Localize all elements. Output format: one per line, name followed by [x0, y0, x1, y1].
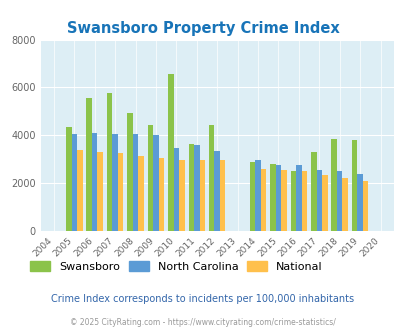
- Bar: [188, 144, 194, 231]
- Bar: [249, 162, 255, 231]
- Bar: [255, 160, 260, 231]
- Bar: [71, 134, 77, 231]
- Bar: [295, 165, 301, 231]
- Bar: [214, 151, 220, 231]
- Bar: [301, 171, 307, 231]
- Bar: [117, 153, 123, 231]
- Bar: [336, 171, 342, 231]
- Bar: [147, 124, 153, 231]
- Bar: [275, 165, 281, 231]
- Bar: [138, 156, 143, 231]
- Bar: [321, 175, 327, 231]
- Bar: [92, 133, 97, 231]
- Bar: [77, 150, 82, 231]
- Text: Crime Index corresponds to incidents per 100,000 inhabitants: Crime Index corresponds to incidents per…: [51, 294, 354, 304]
- Bar: [173, 148, 179, 231]
- Bar: [179, 160, 184, 231]
- Bar: [356, 174, 362, 231]
- Bar: [168, 74, 173, 231]
- Bar: [270, 164, 275, 231]
- Bar: [66, 127, 71, 231]
- Bar: [209, 124, 214, 231]
- Bar: [351, 140, 356, 231]
- Bar: [342, 178, 347, 231]
- Bar: [158, 158, 164, 231]
- Bar: [97, 152, 103, 231]
- Text: Swansboro Property Crime Index: Swansboro Property Crime Index: [66, 21, 339, 36]
- Bar: [260, 169, 266, 231]
- Bar: [281, 170, 286, 231]
- Legend: Swansboro, North Carolina, National: Swansboro, North Carolina, National: [26, 257, 326, 277]
- Bar: [112, 134, 117, 231]
- Bar: [290, 171, 295, 231]
- Bar: [330, 139, 336, 231]
- Bar: [86, 98, 92, 231]
- Bar: [199, 160, 205, 231]
- Bar: [132, 134, 138, 231]
- Bar: [316, 170, 321, 231]
- Bar: [194, 145, 199, 231]
- Bar: [153, 135, 158, 231]
- Bar: [107, 93, 112, 231]
- Bar: [220, 160, 225, 231]
- Bar: [310, 152, 316, 231]
- Bar: [127, 113, 132, 231]
- Bar: [362, 181, 367, 231]
- Text: © 2025 CityRating.com - https://www.cityrating.com/crime-statistics/: © 2025 CityRating.com - https://www.city…: [70, 318, 335, 327]
